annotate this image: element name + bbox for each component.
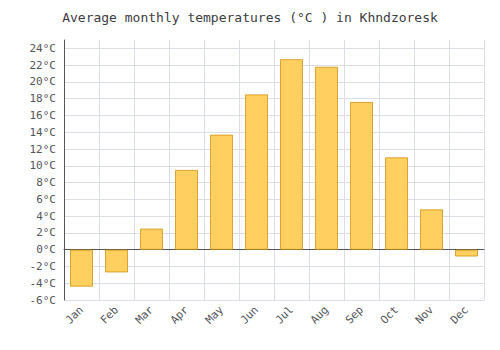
svg-text:Jul: Jul — [273, 303, 296, 326]
svg-text:14°C: 14°C — [30, 126, 57, 139]
svg-text:6°C: 6°C — [36, 193, 56, 206]
svg-text:0°C: 0°C — [36, 243, 56, 256]
svg-text:Jan: Jan — [63, 303, 86, 326]
svg-text:Apr: Apr — [168, 303, 191, 326]
svg-text:May: May — [203, 303, 226, 326]
svg-text:Sep: Sep — [343, 303, 366, 326]
svg-text:Aug: Aug — [308, 303, 331, 326]
svg-text:16°C: 16°C — [30, 109, 57, 122]
svg-text:2°C: 2°C — [36, 226, 56, 239]
svg-text:20°C: 20°C — [30, 75, 57, 88]
svg-text:22°C: 22°C — [30, 59, 57, 72]
svg-text:Jun: Jun — [238, 303, 261, 326]
svg-text:24°C: 24°C — [30, 42, 57, 55]
svg-text:8°C: 8°C — [36, 176, 56, 189]
svg-text:-6°C: -6°C — [30, 294, 57, 307]
svg-text:12°C: 12°C — [30, 143, 57, 156]
svg-text:Nov: Nov — [413, 303, 436, 326]
svg-text:Average monthly temperatures (: Average monthly temperatures (°C ) in Kh… — [62, 10, 438, 25]
svg-text:4°C: 4°C — [36, 210, 56, 223]
svg-text:Dec: Dec — [448, 303, 471, 326]
svg-text:Mar: Mar — [133, 303, 156, 326]
svg-text:-2°C: -2°C — [30, 260, 57, 273]
svg-text:Feb: Feb — [98, 303, 121, 326]
svg-text:-4°C: -4°C — [30, 277, 57, 290]
svg-text:10°C: 10°C — [30, 159, 57, 172]
svg-text:Oct: Oct — [378, 303, 401, 326]
svg-text:18°C: 18°C — [30, 92, 57, 105]
